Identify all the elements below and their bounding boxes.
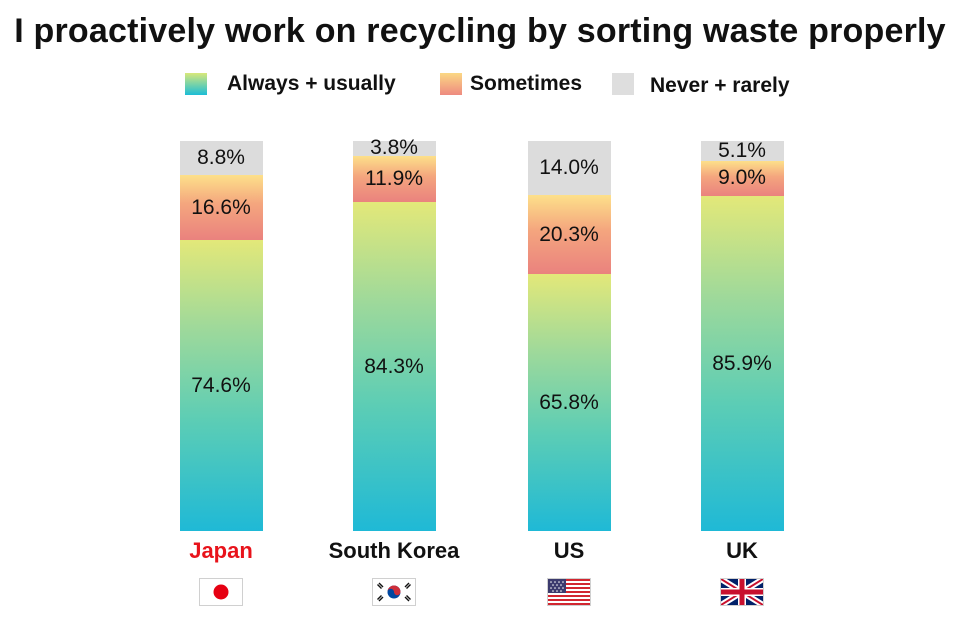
legend: Always + usually Sometimes Never + rarel… bbox=[0, 72, 960, 106]
data-label: 14.0% bbox=[539, 155, 599, 179]
bar-segment-never-us: 14.0% bbox=[527, 140, 611, 196]
data-label: 16.6% bbox=[191, 195, 251, 219]
data-label: 11.9% bbox=[365, 167, 423, 191]
bar-segment-always-south-korea: 84.3% bbox=[352, 202, 436, 531]
data-label: 3.8% bbox=[370, 136, 418, 160]
bar-japan: 74.6% 16.6% 8.8% bbox=[179, 141, 263, 531]
legend-swatch-never bbox=[612, 73, 634, 95]
data-label: 5.1% bbox=[718, 138, 766, 162]
bar-segment-never-uk: 5.1% bbox=[700, 138, 784, 162]
legend-swatch-sometimes bbox=[440, 73, 462, 95]
category-label-japan: Japan bbox=[189, 538, 253, 563]
data-label: 65.8% bbox=[539, 390, 599, 414]
bar-segment-never-japan: 8.8% bbox=[179, 141, 263, 176]
data-label: 8.8% bbox=[197, 146, 245, 170]
data-label: 84.3% bbox=[364, 354, 424, 378]
category-label-uk: UK bbox=[726, 538, 758, 563]
legend-item-never: Never + rarely bbox=[612, 72, 790, 97]
chart-title: I proactively work on recycling by sorti… bbox=[14, 12, 946, 50]
legend-item-always: Always + usually bbox=[185, 72, 396, 96]
legend-item-sometimes: Sometimes bbox=[440, 72, 582, 96]
category-label-us: US bbox=[553, 538, 585, 563]
bar-segment-sometimes-south-korea: 11.9% bbox=[352, 155, 436, 203]
legend-label-always: Always + usually bbox=[227, 72, 396, 95]
data-label: 20.3% bbox=[539, 222, 599, 246]
bar-segment-always-uk: 85.9% bbox=[700, 196, 784, 531]
legend-label-sometimes: Sometimes bbox=[470, 72, 583, 95]
bar-segment-sometimes-us: 20.3% bbox=[527, 195, 611, 275]
legend-label-never: Never + rarely bbox=[650, 74, 790, 97]
bar-segment-sometimes-japan: 16.6% bbox=[179, 175, 263, 241]
data-label: 85.9% bbox=[712, 351, 772, 375]
data-label: 74.6% bbox=[191, 373, 251, 397]
bar-segment-sometimes-uk: 9.0% bbox=[700, 160, 784, 196]
category-label-south-korea: South Korea bbox=[328, 538, 460, 563]
uk-flag-icon bbox=[720, 578, 764, 606]
bar-south-korea: 84.3% 11.9% 3.8% bbox=[352, 136, 436, 531]
legend-swatch-always bbox=[185, 73, 207, 95]
bar-segment-never-south-korea: 3.8% bbox=[352, 136, 436, 159]
bar-uk: 85.9% 9.0% 5.1% bbox=[700, 138, 784, 531]
japan-flag-icon bbox=[199, 578, 243, 606]
south-korea-flag-icon bbox=[372, 578, 416, 606]
bar-segment-always-us: 65.8% bbox=[527, 274, 611, 531]
us-flag-icon bbox=[547, 578, 591, 606]
bar-segment-always-japan: 74.6% bbox=[179, 240, 263, 531]
bar-us: 65.8% 20.3% 14.0% bbox=[527, 140, 611, 531]
data-label: 9.0% bbox=[718, 166, 766, 190]
